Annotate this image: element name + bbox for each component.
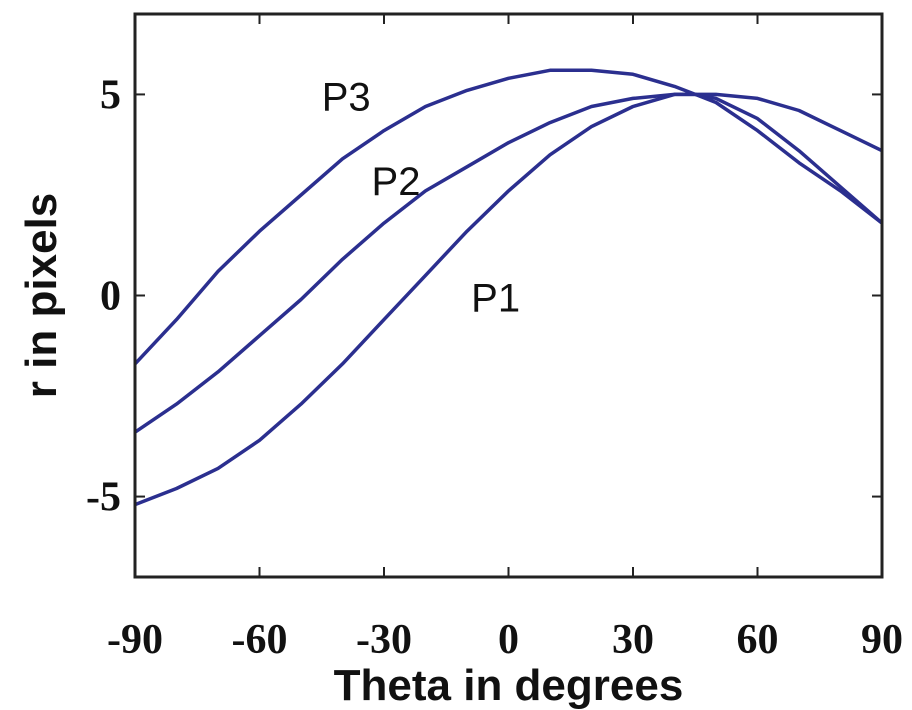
tick-labels: -90 -60 -30 0 30 60 90 -5 0 5	[86, 72, 903, 663]
x-tick-label: -60	[232, 617, 288, 663]
series-lines	[133, 68, 884, 507]
series-label-p2: P2	[372, 160, 421, 204]
x-tick-label: 60	[737, 617, 779, 663]
series-line-p2	[134, 92, 883, 434]
x-tick-label: -90	[107, 617, 163, 663]
series-line-p1	[134, 92, 884, 507]
series-label-p3: P3	[322, 76, 371, 120]
series-line-p3	[133, 68, 884, 366]
x-tick-label: 90	[861, 617, 903, 663]
x-tick-label: -30	[356, 617, 412, 663]
plot-frame	[133, 12, 884, 579]
x-tick-label: 30	[612, 617, 654, 663]
x-tick-label: 0	[498, 617, 519, 663]
y-tick-label: -5	[86, 475, 121, 521]
y-tick-label: 5	[100, 72, 121, 118]
series-label-p1: P1	[471, 277, 520, 321]
x-axis-label: Theta in degrees	[334, 661, 684, 710]
y-axis-label: r in pixels	[17, 193, 66, 398]
y-tick-label: 0	[100, 274, 121, 320]
